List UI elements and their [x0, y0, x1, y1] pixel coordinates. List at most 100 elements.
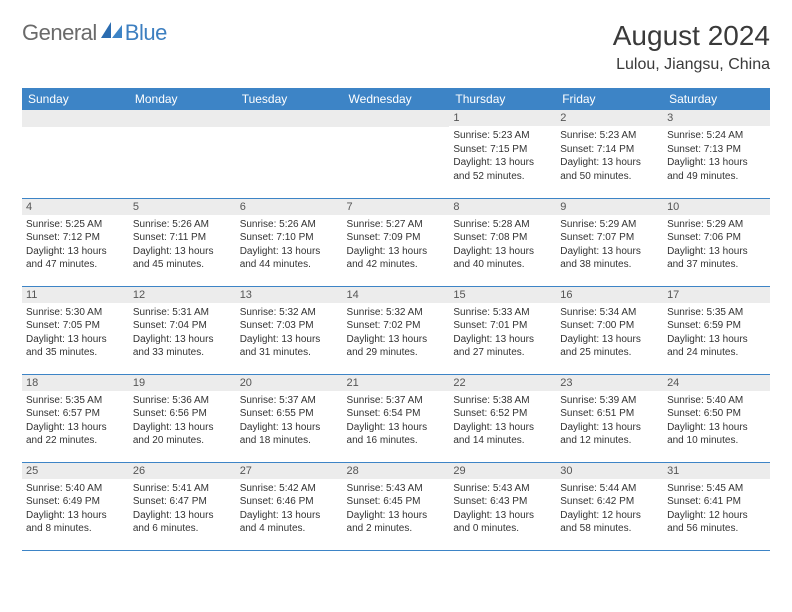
- title-block: August 2024 Lulou, Jiangsu, China: [613, 20, 770, 74]
- weekday-header-row: Sunday Monday Tuesday Wednesday Thursday…: [22, 88, 770, 110]
- day-number: 9: [556, 199, 663, 215]
- sunrise-line: Sunrise: 5:25 AM: [26, 218, 125, 232]
- sunset-line: Sunset: 6:57 PM: [26, 407, 125, 421]
- day-number: 29: [449, 463, 556, 479]
- sunrise-line: Sunrise: 5:37 AM: [240, 394, 339, 408]
- sunrise-line: Sunrise: 5:38 AM: [453, 394, 552, 408]
- calendar-cell: 4Sunrise: 5:25 AMSunset: 7:12 PMDaylight…: [22, 198, 129, 286]
- logo-text-blue: Blue: [125, 20, 167, 46]
- month-title: August 2024: [613, 20, 770, 52]
- daylight-line: Daylight: 12 hours and 58 minutes.: [560, 509, 659, 536]
- sunset-line: Sunset: 7:11 PM: [133, 231, 232, 245]
- day-number: 4: [22, 199, 129, 215]
- daylight-line: Daylight: 13 hours and 12 minutes.: [560, 421, 659, 448]
- day-info: Sunrise: 5:43 AMSunset: 6:43 PMDaylight:…: [449, 479, 556, 538]
- calendar-cell: 20Sunrise: 5:37 AMSunset: 6:55 PMDayligh…: [236, 374, 343, 462]
- sunrise-line: Sunrise: 5:27 AM: [347, 218, 446, 232]
- day-number: 23: [556, 375, 663, 391]
- calendar-cell: 9Sunrise: 5:29 AMSunset: 7:07 PMDaylight…: [556, 198, 663, 286]
- daylight-line: Daylight: 13 hours and 31 minutes.: [240, 333, 339, 360]
- daylight-line: Daylight: 13 hours and 0 minutes.: [453, 509, 552, 536]
- location-subtitle: Lulou, Jiangsu, China: [613, 56, 770, 74]
- daylight-line: Daylight: 13 hours and 6 minutes.: [133, 509, 232, 536]
- daylight-line: Daylight: 13 hours and 10 minutes.: [667, 421, 766, 448]
- sunrise-line: Sunrise: 5:32 AM: [240, 306, 339, 320]
- sunset-line: Sunset: 7:03 PM: [240, 319, 339, 333]
- calendar-cell: 22Sunrise: 5:38 AMSunset: 6:52 PMDayligh…: [449, 374, 556, 462]
- sunset-line: Sunset: 6:54 PM: [347, 407, 446, 421]
- calendar-week-row: 18Sunrise: 5:35 AMSunset: 6:57 PMDayligh…: [22, 374, 770, 462]
- sunset-line: Sunset: 6:46 PM: [240, 495, 339, 509]
- day-number: 31: [663, 463, 770, 479]
- calendar-cell: [343, 110, 450, 198]
- calendar-cell: 1Sunrise: 5:23 AMSunset: 7:15 PMDaylight…: [449, 110, 556, 198]
- daylight-line: Daylight: 13 hours and 4 minutes.: [240, 509, 339, 536]
- sunset-line: Sunset: 6:42 PM: [560, 495, 659, 509]
- calendar-cell: 10Sunrise: 5:29 AMSunset: 7:06 PMDayligh…: [663, 198, 770, 286]
- day-info: Sunrise: 5:33 AMSunset: 7:01 PMDaylight:…: [449, 303, 556, 362]
- day-number: 13: [236, 287, 343, 303]
- daylight-line: Daylight: 13 hours and 2 minutes.: [347, 509, 446, 536]
- day-info: Sunrise: 5:40 AMSunset: 6:49 PMDaylight:…: [22, 479, 129, 538]
- calendar-cell: 31Sunrise: 5:45 AMSunset: 6:41 PMDayligh…: [663, 462, 770, 550]
- sunset-line: Sunset: 6:52 PM: [453, 407, 552, 421]
- day-info: Sunrise: 5:38 AMSunset: 6:52 PMDaylight:…: [449, 391, 556, 450]
- sunrise-line: Sunrise: 5:44 AM: [560, 482, 659, 496]
- sunset-line: Sunset: 6:59 PM: [667, 319, 766, 333]
- sunrise-line: Sunrise: 5:35 AM: [26, 394, 125, 408]
- day-number: 24: [663, 375, 770, 391]
- sunrise-line: Sunrise: 5:34 AM: [560, 306, 659, 320]
- calendar-cell: 12Sunrise: 5:31 AMSunset: 7:04 PMDayligh…: [129, 286, 236, 374]
- sunset-line: Sunset: 7:04 PM: [133, 319, 232, 333]
- daylight-line: Daylight: 13 hours and 33 minutes.: [133, 333, 232, 360]
- calendar-body: 1Sunrise: 5:23 AMSunset: 7:15 PMDaylight…: [22, 110, 770, 550]
- day-info: Sunrise: 5:23 AMSunset: 7:15 PMDaylight:…: [449, 126, 556, 185]
- daylight-line: Daylight: 13 hours and 44 minutes.: [240, 245, 339, 272]
- sunset-line: Sunset: 7:09 PM: [347, 231, 446, 245]
- day-number: 25: [22, 463, 129, 479]
- daylight-line: Daylight: 13 hours and 50 minutes.: [560, 156, 659, 183]
- daylight-line: Daylight: 13 hours and 24 minutes.: [667, 333, 766, 360]
- calendar-week-row: 25Sunrise: 5:40 AMSunset: 6:49 PMDayligh…: [22, 462, 770, 550]
- sunrise-line: Sunrise: 5:28 AM: [453, 218, 552, 232]
- sunset-line: Sunset: 7:10 PM: [240, 231, 339, 245]
- sunset-line: Sunset: 7:13 PM: [667, 143, 766, 157]
- day-number: 11: [22, 287, 129, 303]
- day-info: Sunrise: 5:36 AMSunset: 6:56 PMDaylight:…: [129, 391, 236, 450]
- daylight-line: Daylight: 13 hours and 14 minutes.: [453, 421, 552, 448]
- daylight-line: Daylight: 13 hours and 8 minutes.: [26, 509, 125, 536]
- empty-day-header: [129, 110, 236, 127]
- sunrise-line: Sunrise: 5:39 AM: [560, 394, 659, 408]
- daylight-line: Daylight: 13 hours and 20 minutes.: [133, 421, 232, 448]
- sunrise-line: Sunrise: 5:41 AM: [133, 482, 232, 496]
- day-info: Sunrise: 5:32 AMSunset: 7:03 PMDaylight:…: [236, 303, 343, 362]
- calendar-cell: 27Sunrise: 5:42 AMSunset: 6:46 PMDayligh…: [236, 462, 343, 550]
- weekday-header: Tuesday: [236, 88, 343, 110]
- calendar-cell: 5Sunrise: 5:26 AMSunset: 7:11 PMDaylight…: [129, 198, 236, 286]
- calendar-cell: 7Sunrise: 5:27 AMSunset: 7:09 PMDaylight…: [343, 198, 450, 286]
- sunrise-line: Sunrise: 5:40 AM: [667, 394, 766, 408]
- day-number: 14: [343, 287, 450, 303]
- calendar-week-row: 4Sunrise: 5:25 AMSunset: 7:12 PMDaylight…: [22, 198, 770, 286]
- weekday-header: Monday: [129, 88, 236, 110]
- day-number: 28: [343, 463, 450, 479]
- day-info: Sunrise: 5:26 AMSunset: 7:10 PMDaylight:…: [236, 215, 343, 274]
- day-info: Sunrise: 5:34 AMSunset: 7:00 PMDaylight:…: [556, 303, 663, 362]
- calendar-cell: 28Sunrise: 5:43 AMSunset: 6:45 PMDayligh…: [343, 462, 450, 550]
- sunset-line: Sunset: 6:55 PM: [240, 407, 339, 421]
- calendar-cell: 19Sunrise: 5:36 AMSunset: 6:56 PMDayligh…: [129, 374, 236, 462]
- daylight-line: Daylight: 13 hours and 40 minutes.: [453, 245, 552, 272]
- calendar-cell: [129, 110, 236, 198]
- sunrise-line: Sunrise: 5:43 AM: [347, 482, 446, 496]
- calendar-cell: [22, 110, 129, 198]
- calendar-cell: 15Sunrise: 5:33 AMSunset: 7:01 PMDayligh…: [449, 286, 556, 374]
- day-info: Sunrise: 5:42 AMSunset: 6:46 PMDaylight:…: [236, 479, 343, 538]
- sunrise-line: Sunrise: 5:29 AM: [667, 218, 766, 232]
- calendar-cell: 23Sunrise: 5:39 AMSunset: 6:51 PMDayligh…: [556, 374, 663, 462]
- daylight-line: Daylight: 13 hours and 52 minutes.: [453, 156, 552, 183]
- sunset-line: Sunset: 7:01 PM: [453, 319, 552, 333]
- weekday-header: Friday: [556, 88, 663, 110]
- sunset-line: Sunset: 7:02 PM: [347, 319, 446, 333]
- daylight-line: Daylight: 13 hours and 18 minutes.: [240, 421, 339, 448]
- sunrise-line: Sunrise: 5:30 AM: [26, 306, 125, 320]
